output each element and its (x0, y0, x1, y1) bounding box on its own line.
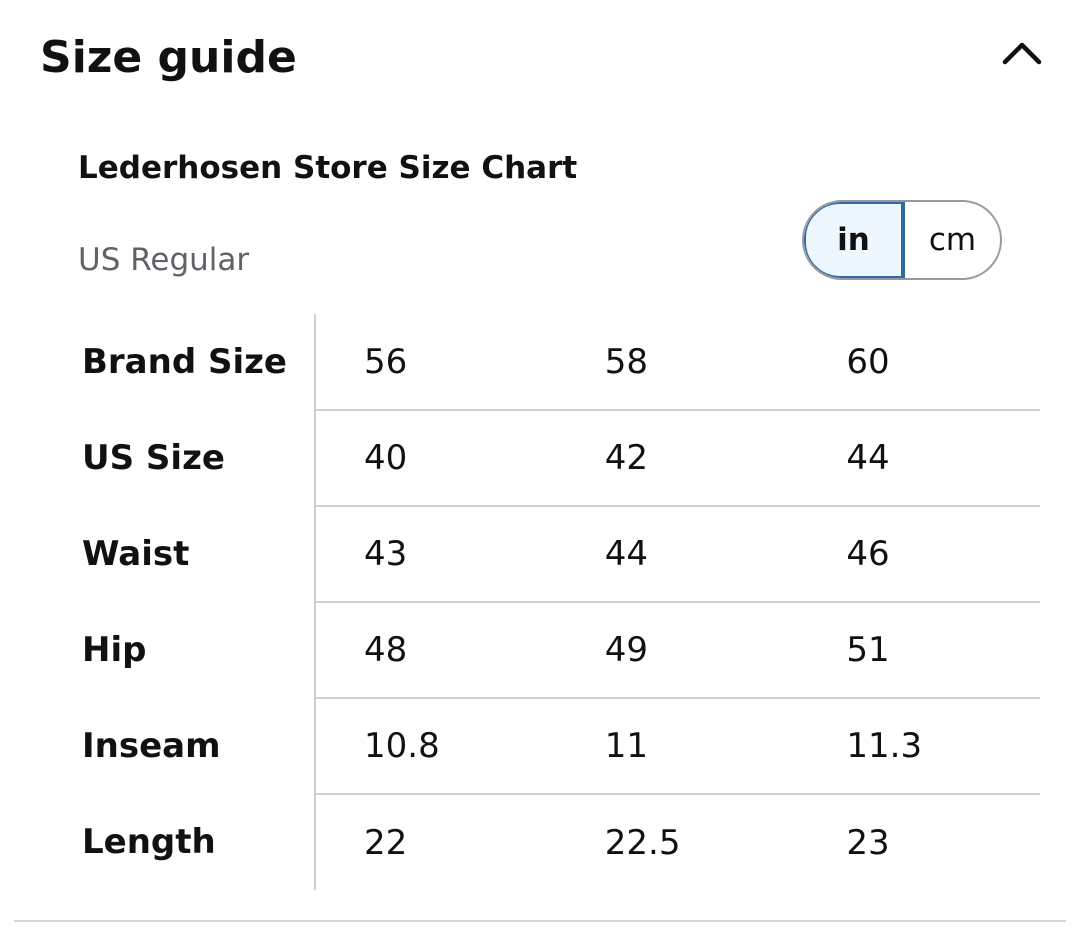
table-cell: 40 (315, 410, 557, 507)
row-label: US Size (60, 410, 317, 506)
size-guide-header: Size guide (0, 0, 1080, 118)
row-label: Brand Size (60, 314, 317, 410)
table-row: Waist 43 44 46 (60, 506, 1040, 603)
row-label: Waist (60, 506, 317, 602)
table-row: Hip 48 49 51 (60, 602, 1040, 699)
table-cell: 58 (556, 314, 799, 411)
chevron-up-icon (1002, 42, 1042, 65)
table-cell: 43 (315, 506, 557, 603)
table-cell: 48 (315, 602, 557, 699)
table-cell: 44 (556, 506, 799, 603)
table-cell: 56 (315, 314, 557, 411)
size-chart-title: Lederhosen Store Size Chart (78, 150, 578, 186)
table-cell: 11 (556, 698, 799, 795)
row-label: Length (60, 794, 317, 890)
table-cell: 11.3 (798, 698, 1040, 795)
size-table: Brand Size 56 58 60 US Size 40 42 44 Wai… (60, 314, 1040, 890)
unit-option-cm[interactable]: cm (928, 222, 977, 258)
row-label: Inseam (60, 698, 317, 794)
table-cell: 49 (556, 602, 799, 699)
collapse-button[interactable] (996, 28, 1048, 76)
table-cell: 23 (846, 822, 890, 863)
page-title: Size guide (40, 32, 297, 83)
table-cell: 60 (798, 314, 1040, 411)
table-row: Inseam 10.8 11 11.3 (60, 698, 1040, 795)
table-cell: 51 (798, 602, 1040, 699)
table-cell: 22.5 (604, 822, 681, 863)
table-cell: 10.8 (315, 698, 557, 795)
table-cell: 42 (556, 410, 799, 507)
table-cell: 46 (798, 506, 1040, 603)
row-label: Hip (60, 602, 317, 698)
table-row: Length 22 22.5 23 (60, 794, 1040, 890)
fit-label: US Regular (78, 242, 250, 278)
table-cell: 44 (798, 410, 1040, 507)
table-row: US Size 40 42 44 (60, 410, 1040, 507)
unit-option-in[interactable]: in (804, 202, 905, 278)
table-cell: 22 (364, 822, 408, 863)
table-row: Brand Size 56 58 60 (60, 314, 1040, 411)
unit-toggle: in cm (802, 200, 1002, 280)
section-divider (14, 920, 1066, 922)
